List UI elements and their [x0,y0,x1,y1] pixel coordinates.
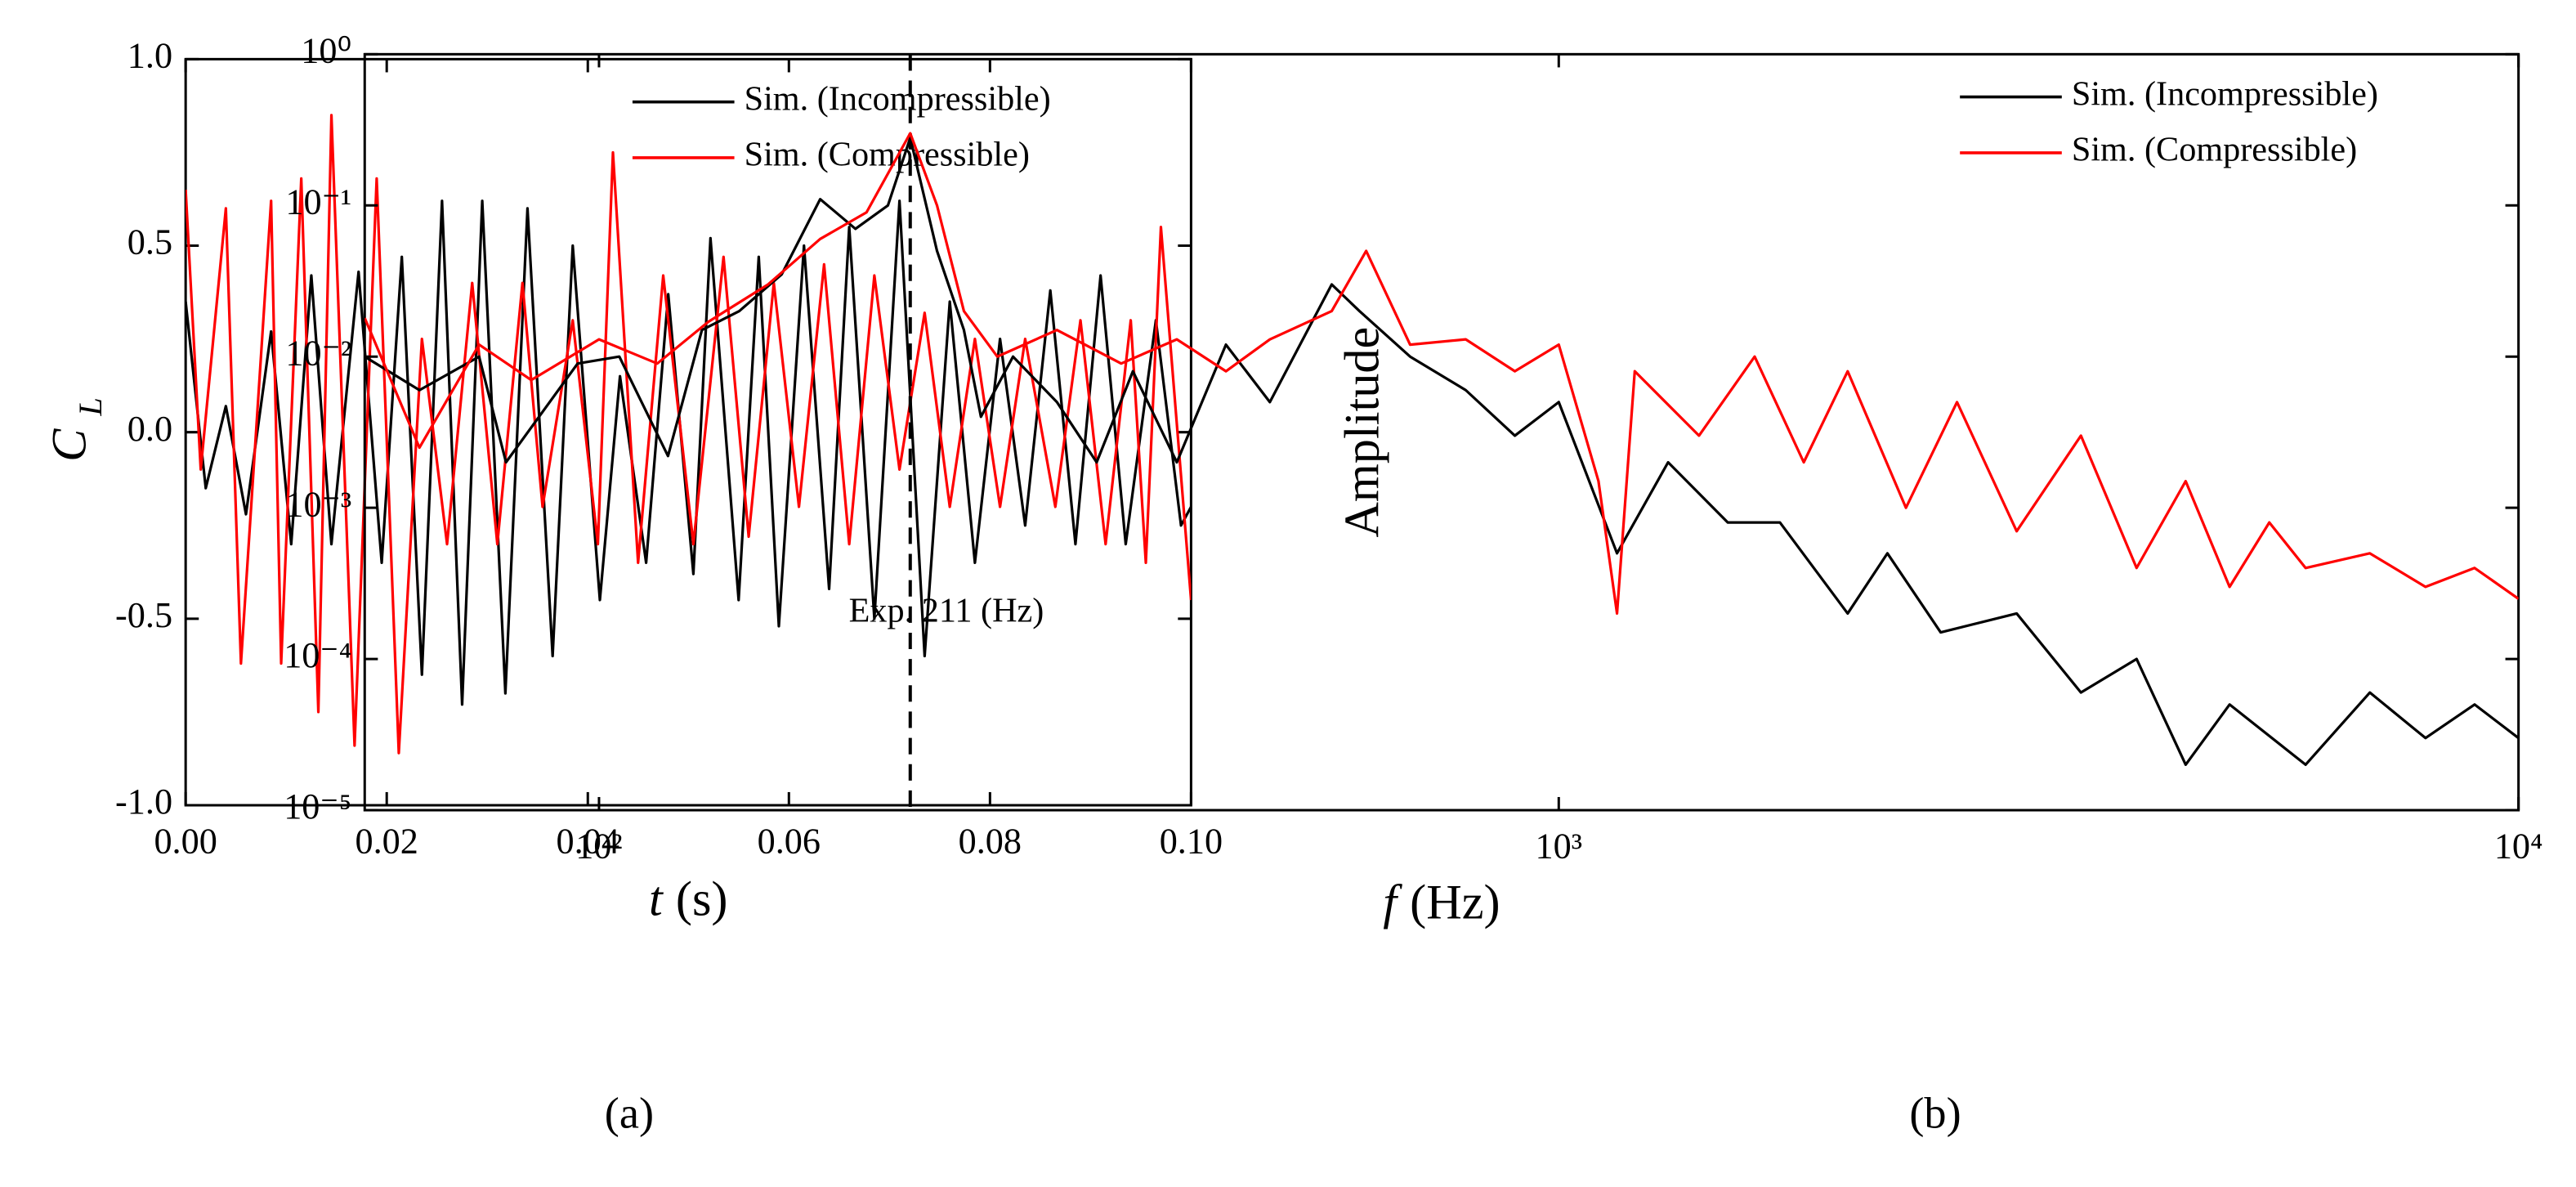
x-axis-variable: f [1383,875,1402,929]
y-tick-label: 10⁻¹ [285,181,351,222]
series-line [186,199,1192,706]
plot-frame [363,52,2520,812]
x-axis-label: f (Hz) [1383,875,1500,929]
y-tick-label: 10⁻⁴ [284,635,351,675]
y-axis-label-group: CL [42,397,108,462]
series-line [364,132,2519,616]
x-tick-label: 10³ [1536,826,1582,866]
plot-frame [184,57,1192,807]
x-tick-label: 0.08 [959,821,1022,861]
x-tick-label: 10² [575,826,622,866]
legend-label: Sim. (Incompressible) [2072,74,2378,113]
y-tick-label: 10⁻² [285,333,351,373]
x-tick-label: 10⁴ [2494,826,2543,866]
y-tick-label: 0.5 [127,222,172,262]
annotation: Exp. 211 (Hz) [849,591,1044,629]
y-axis-label: C [42,428,96,462]
x-axis-unit: (Hz) [1410,875,1500,929]
series-line [364,136,2519,766]
y-tick-label: 10⁻⁵ [284,786,351,826]
y-tick-label: -1.0 [115,782,172,822]
x-tick-label: 0.04 [557,821,619,861]
y-axis-label-group: Amplitude [1335,327,1389,538]
x-axis-unit: (s) [676,871,728,926]
x-tick-label: 0.06 [758,821,821,861]
legend-label: Sim. (Compressible) [745,136,1030,174]
panel: 10² 10³ 10⁴ 10⁻⁵ 10⁻⁴ 10⁻³ 10⁻² 10⁻¹ 10⁰ f (Hz) Amp… [284,30,2542,1137]
y-axis-label-subscript: L [72,397,109,416]
y-tick-label: 0.0 [127,409,172,449]
y-tick-label: -0.5 [115,595,172,635]
y-tick-label: 1.0 [127,36,172,76]
x-tick-label: 0.00 [154,821,217,861]
panel: 0.00 0.02 0.04 0.06 0.08 0.10 -1.0 -0.5 0.0 0.5 1.… [42,36,1223,1138]
y-axis-label: Amplitude [1335,327,1389,538]
y-tick-label: 10⁻³ [285,484,351,524]
y-tick-label: 10⁰ [301,30,351,70]
x-axis-label: t (s) [649,871,727,926]
legend-label: Sim. (Incompressible) [745,79,1051,118]
panel-caption: (a) [605,1088,654,1137]
x-tick-label: 0.02 [356,821,418,861]
x-axis-variable: t [649,871,664,926]
legend-label: Sim. (Compressible) [2072,131,2357,169]
panel-caption: (b) [1909,1088,1961,1137]
x-tick-label: 0.10 [1160,821,1223,861]
